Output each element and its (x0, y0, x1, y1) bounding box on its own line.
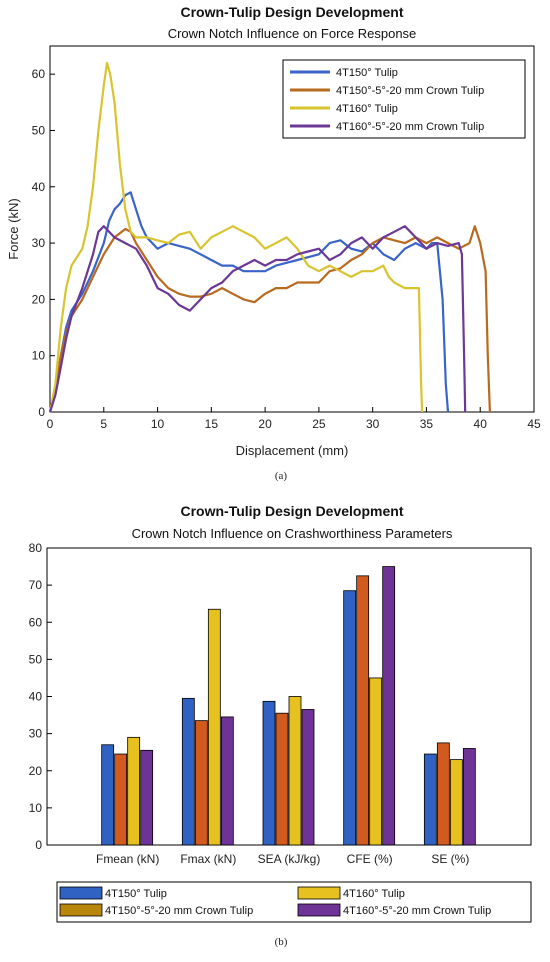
bar-4 (382, 566, 396, 846)
line-legend-items: 4T150° Tulip 4T150°-5°-20 mm Crown Tulip 4… (290, 67, 484, 133)
bar-y-tick-label: 20 (29, 764, 43, 778)
bar-legend-box (56, 881, 532, 923)
bar-legend-items: 4T150° Tulip 4T160° Tulip 4T150°-5°-20 mm … (59, 886, 491, 917)
bar-1 (181, 697, 195, 846)
bar-chart-caption: (b) (275, 936, 288, 948)
bar-x-labels: Fmean (kN) Fmax (kN) SEA (kJ/kg) CFE (%) SE … (96, 852, 469, 866)
bar-y-tick-label: 60 (29, 615, 43, 629)
bar-legend-swatch (297, 886, 341, 900)
bar-y-tick-label: 0 (35, 838, 42, 852)
bar-legend: 4T150° Tulip 4T160° Tulip 4T150°-5°-20 mm … (56, 881, 532, 923)
bar-4 (220, 716, 234, 846)
bar-y-tick-label: 50 (29, 652, 43, 666)
bar-category-label: SE (%) (431, 852, 469, 866)
bar-y-tick-label: 40 (29, 690, 43, 704)
line-legend-label: 4T160°-5°-20 mm Crown Tulip (336, 121, 484, 133)
line-x-tick-label: 40 (474, 417, 488, 431)
bar-category-label: SEA (kJ/kg) (258, 852, 321, 866)
bar-legend-swatch (297, 903, 341, 917)
line-series-2 (48, 225, 491, 413)
line-chart-caption: (a) (275, 470, 288, 482)
line-legend-label: 4T150°-5°-20 mm Crown Tulip (336, 85, 484, 97)
bar-category-label: Fmean (kN) (96, 852, 159, 866)
line-y-tick-label: 10 (32, 349, 46, 363)
bar-3 (207, 608, 221, 846)
line-y-tick-label: 40 (32, 180, 46, 194)
bar-y-tick-label: 70 (29, 578, 43, 592)
line-y-tick-label: 50 (32, 123, 46, 137)
bar-4 (462, 748, 476, 846)
line-y-tick-label: 30 (32, 236, 46, 250)
bar-chart-title: Crown-Tulip Design Development (181, 503, 404, 519)
line-x-tick-label: 20 (258, 417, 272, 431)
line-y-tick-label: 0 (38, 405, 45, 419)
bar-bars-group (101, 566, 476, 846)
line-series-group (48, 61, 491, 413)
line-y-tick-label: 60 (32, 67, 46, 81)
bar-2 (114, 753, 128, 846)
bar-y-tick-label: 30 (29, 727, 43, 741)
bar-2 (356, 575, 370, 846)
bar-chart-subtitle: Crown Notch Influence on Crashworthiness… (132, 526, 453, 541)
line-x-tick-label: 35 (420, 417, 434, 431)
bar-y-tick-label: 10 (29, 801, 43, 815)
line-x-tick-label: 5 (100, 417, 107, 431)
bar-legend-swatch (59, 886, 103, 900)
bar-2 (275, 712, 289, 846)
bar-legend-label: 4T160° Tulip (343, 888, 405, 900)
bar-4 (140, 749, 154, 846)
bar-y-ticks: 0 10 20 30 40 50 60 70 80 (29, 541, 52, 852)
line-y-axis-label: Force (kN) (6, 198, 21, 259)
line-x-tick-label: 45 (527, 417, 541, 431)
bar-y-tick-label: 80 (29, 541, 43, 555)
bar-legend-label: 4T150°-5°-20 mm Crown Tulip (105, 905, 253, 917)
bar-legend-label: 4T160°-5°-20 mm Crown Tulip (343, 905, 491, 917)
bar-1 (101, 744, 115, 846)
bar-1 (423, 753, 437, 846)
bar-legend-label: 4T150° Tulip (105, 888, 167, 900)
line-chart-subtitle: Crown Notch Influence on Force Response (168, 26, 417, 41)
line-x-ticks: 0 5 10 15 20 25 30 35 40 45 (47, 407, 541, 431)
line-x-tick-label: 30 (366, 417, 380, 431)
line-legend-label: 4T160° Tulip (336, 103, 398, 115)
line-x-axis-label: Displacement (mm) (236, 443, 349, 458)
line-y-ticks: 0 10 20 30 40 50 60 (32, 67, 55, 419)
bar-category-label: Fmax (kN) (180, 852, 236, 866)
line-x-tick-label: 0 (47, 417, 54, 431)
line-series-4 (48, 225, 467, 413)
bar-2 (436, 742, 450, 846)
line-x-tick-label: 25 (312, 417, 326, 431)
bar-3 (288, 696, 302, 846)
bar-3 (127, 736, 141, 846)
line-legend-label: 4T150° Tulip (336, 67, 398, 79)
bar-4 (301, 709, 315, 846)
line-legend: 4T150° Tulip 4T150°-5°-20 mm Crown Tulip 4… (282, 59, 526, 139)
line-x-tick-label: 10 (151, 417, 165, 431)
bar-category-label: CFE (%) (347, 852, 393, 866)
line-y-tick-label: 20 (32, 292, 46, 306)
line-x-tick-label: 15 (205, 417, 219, 431)
line-series-3 (48, 61, 424, 413)
bar-3 (369, 677, 383, 846)
bar-1 (262, 700, 276, 846)
line-chart-panel: Crown-Tulip Design Development Crown Not… (6, 4, 541, 482)
bar-1 (343, 590, 357, 846)
bar-3 (449, 759, 463, 846)
line-series-1 (48, 191, 450, 413)
line-chart-title: Crown-Tulip Design Development (181, 4, 404, 20)
bar-legend-swatch (59, 903, 103, 917)
bar-2 (194, 720, 208, 846)
bar-chart-panel: Crown-Tulip Design Development Crown Not… (29, 503, 532, 948)
